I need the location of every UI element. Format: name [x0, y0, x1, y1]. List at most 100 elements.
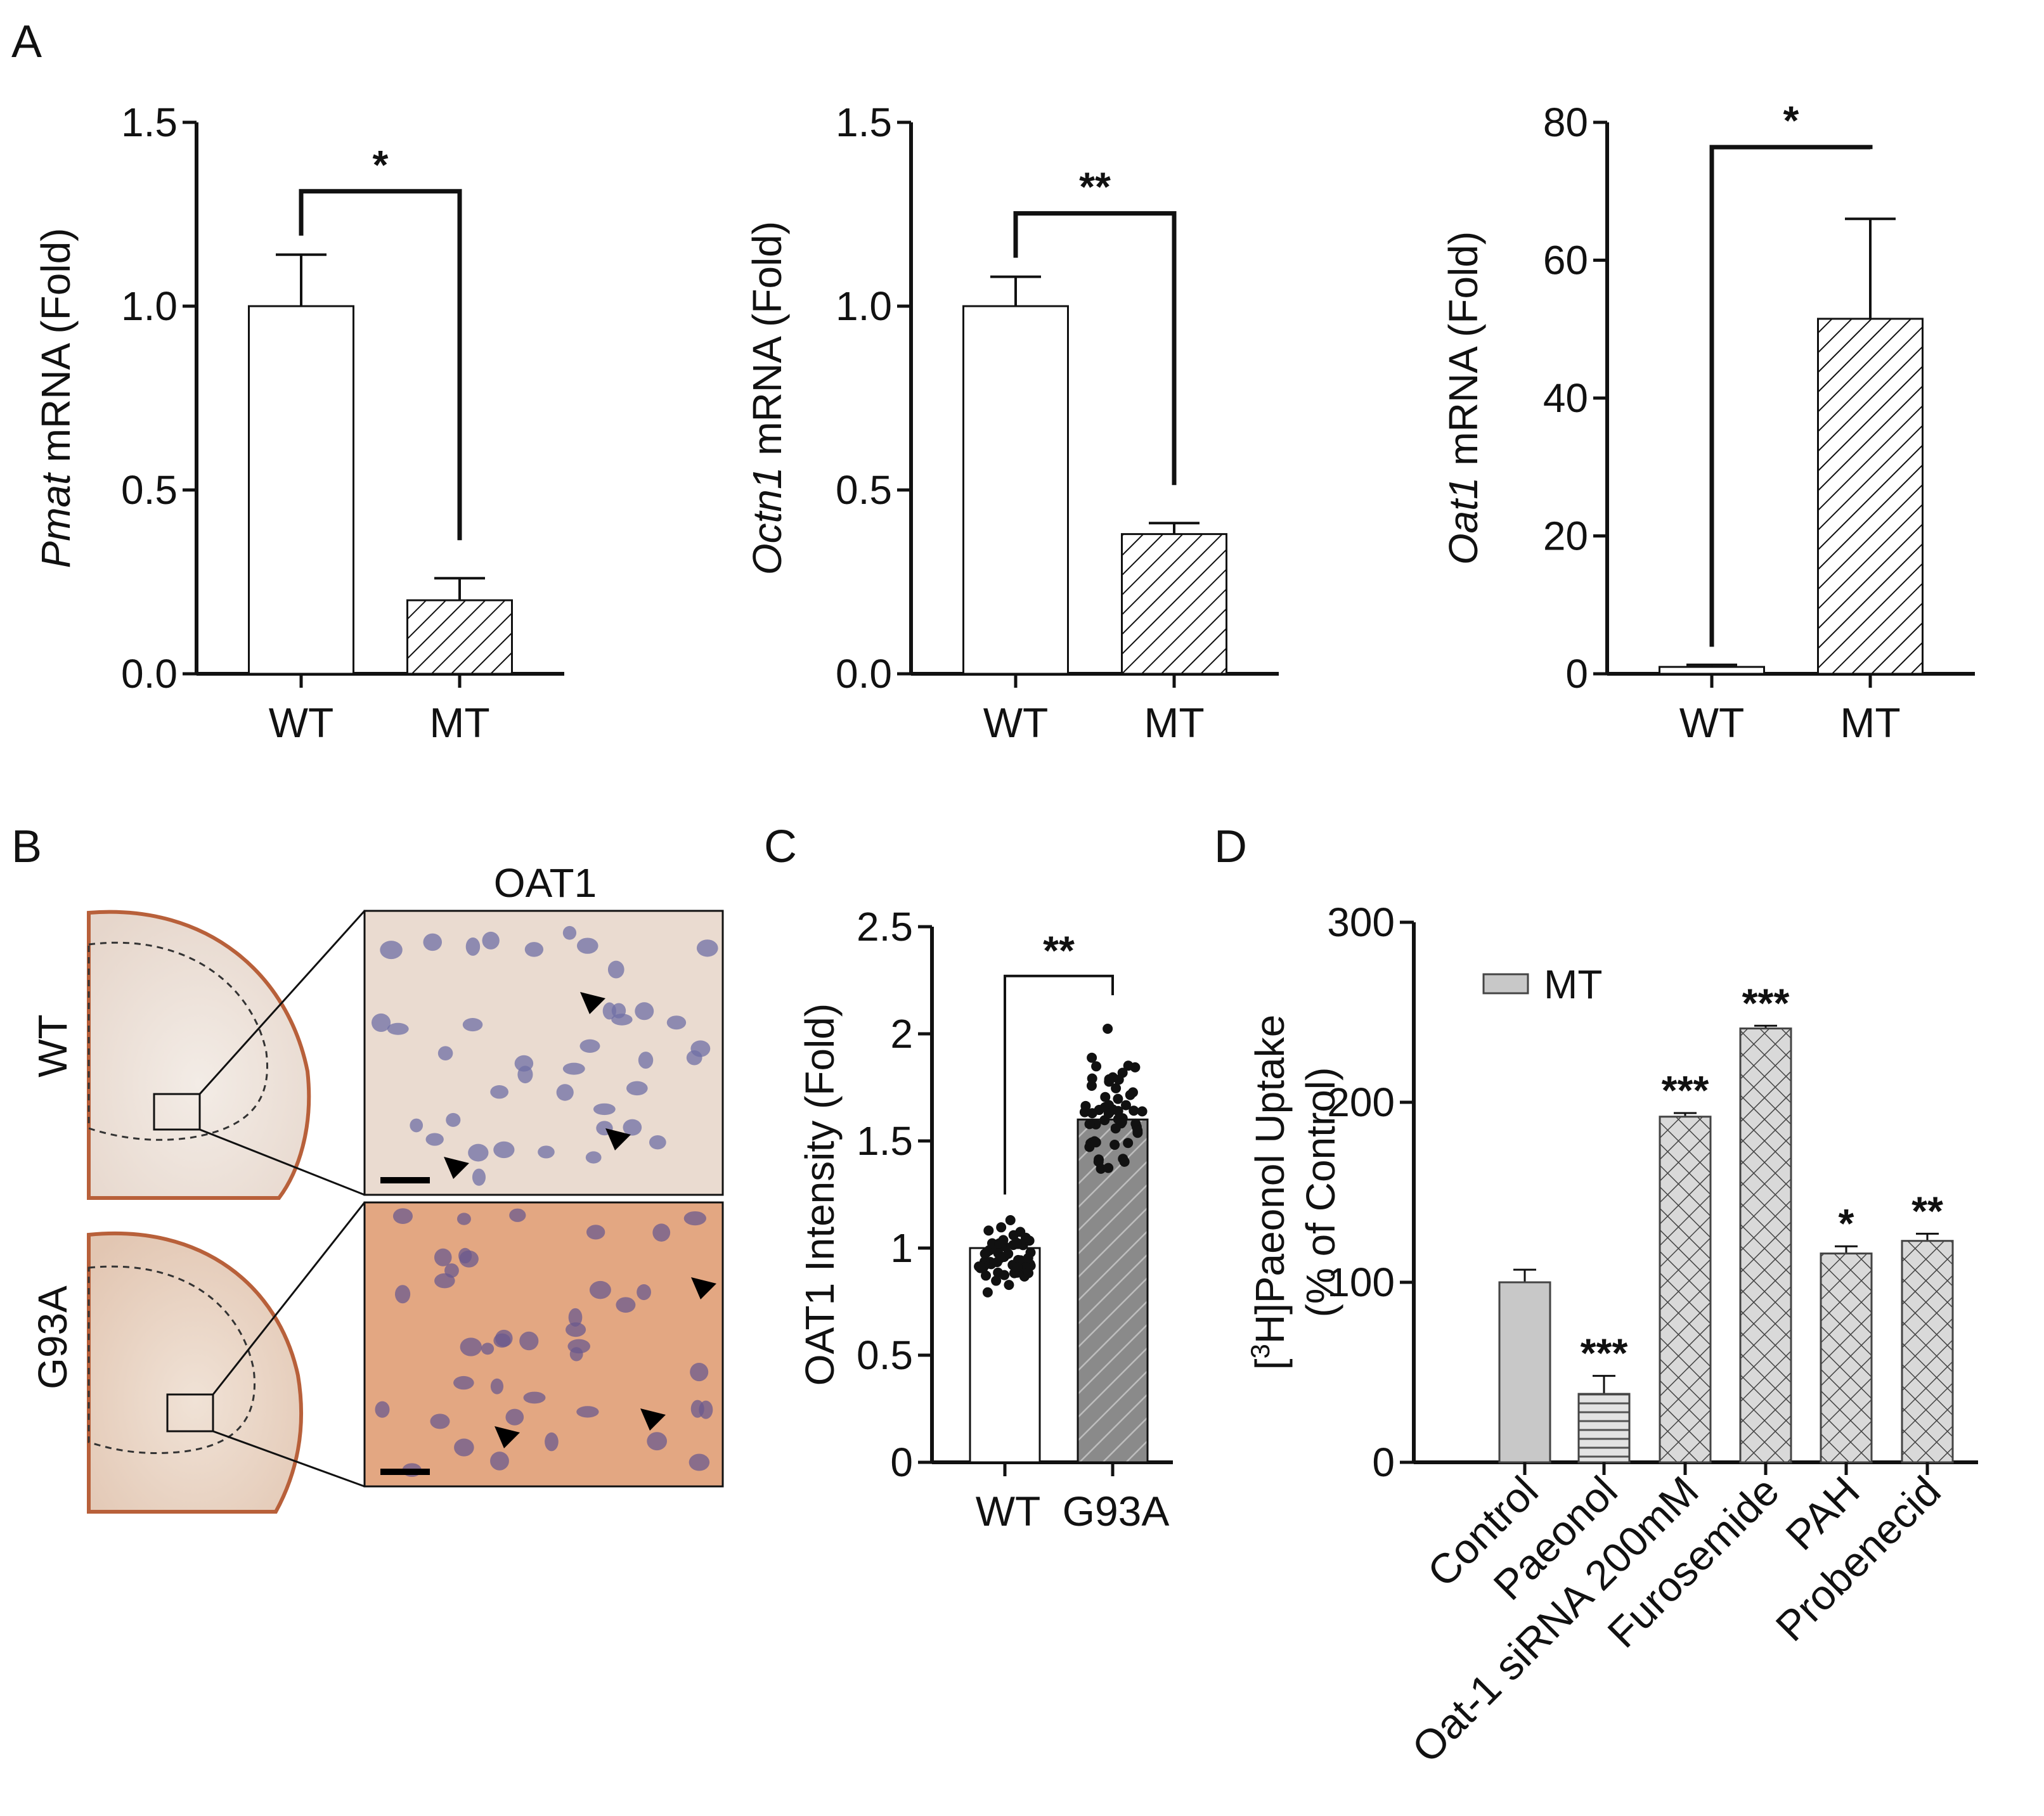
panel-b-title: OAT1	[494, 860, 597, 906]
chart-d-bar-2	[1659, 1116, 1712, 1464]
chart-c: 0 0.5 1 1.5 2 2.5 OAT1 Intensity (Fold) WT G93A *…	[797, 904, 1173, 1535]
chart-c-point-1-33	[1113, 1105, 1123, 1116]
g-cells-cell-36	[444, 1263, 459, 1278]
chart-a2-ytick-label-0: 0.0	[836, 651, 892, 697]
wt-cells-cell-27	[380, 941, 403, 960]
chart-a2-sig-bracket	[1013, 211, 1177, 486]
chart-c-point-0-30	[999, 1270, 1010, 1280]
wt-cells-cell-22	[576, 937, 598, 954]
g-cells-cell-17	[430, 1414, 450, 1429]
chart-a3-ytick-label-4: 80	[1543, 100, 1588, 145]
wt-cells-cell-14	[538, 1145, 555, 1159]
chart-c-point-0-29	[983, 1225, 994, 1236]
wt-cells-arrowhead-1	[605, 1128, 631, 1150]
chart-a2-ytick-label-1: 0.5	[836, 467, 892, 513]
wt-cells-cell-8	[387, 1022, 409, 1035]
g-cells-cell-9	[481, 1343, 495, 1355]
wt-section-image	[87, 910, 366, 1200]
g-cells-cell-13	[375, 1401, 390, 1418]
chart-a1-xlabel-0: WT	[269, 699, 334, 746]
g-cells-cell-39	[490, 1378, 504, 1394]
chart-c-point-0-52	[1012, 1262, 1023, 1273]
chart-d-ytick-label-2: 200	[1327, 1079, 1395, 1125]
g-cells-cell-35	[505, 1408, 524, 1426]
g-cells-arrowhead-0	[691, 1277, 716, 1299]
chart-c-ylabel: OAT1 Intensity (Fold)	[797, 1003, 843, 1386]
chart-c-ytick-label-2: 1	[890, 1225, 913, 1271]
g-cells-cell-11	[568, 1308, 583, 1327]
chart-a2-ylabel: Octn1 mRNA (Fold)	[744, 221, 790, 575]
g-cells-cell-26	[689, 1453, 710, 1471]
wt-cells-cell-15	[593, 1103, 616, 1116]
chart-c-point-0-28	[982, 1287, 993, 1298]
wt-cells-cell-30	[371, 1013, 391, 1032]
g-cells-cell-21	[699, 1400, 713, 1419]
wt-cells-cell-21	[696, 939, 718, 957]
chart-a2-bar-wt	[962, 305, 1069, 675]
chart-d-ylabel-post: H]Paeonol Uptake	[1247, 1015, 1293, 1344]
wt-cells-cell-19	[690, 1040, 711, 1057]
chart-c-bar-wt	[969, 1247, 1041, 1464]
chart-d: 0 100 200 300 [3H]Paeonol Uptake (% of Contro…	[1245, 899, 1978, 1772]
chart-a1-xlabel-1: MT	[429, 699, 489, 746]
chart-c-point-0-45	[1003, 1249, 1014, 1259]
chart-a1-ylabel-gene: Pmat	[33, 472, 79, 569]
wt-cells-cell-16	[607, 960, 624, 979]
chart-a1-ylabel-rest: mRNA (Fold)	[33, 228, 79, 474]
chart-c-point-0-39	[1023, 1253, 1033, 1263]
g-cells-cell-30	[647, 1432, 668, 1451]
chart-d-bar-5	[1901, 1240, 1954, 1464]
g-cells-cell-19	[589, 1280, 611, 1299]
chart-a1: 0.0 0.5 1.0 1.5 Pmat mRNA (Fold) WT MT *	[33, 100, 564, 746]
chart-d-ylabel-sup: 3	[1245, 1344, 1275, 1358]
g-cells-cell-15	[519, 1331, 539, 1351]
chart-a3-xlabel-0: WT	[1679, 699, 1745, 746]
chart-c-point-1-53	[1087, 1052, 1097, 1063]
wt-cells-cell-32	[465, 937, 481, 956]
wt-cells-cell-17	[482, 931, 500, 950]
wt-cells-cell-23	[556, 1084, 574, 1101]
chart-c-point-1-49	[1113, 1074, 1124, 1085]
g-cells-arrowhead-2	[640, 1408, 666, 1431]
chart-c-ytick-label-0: 0	[890, 1439, 913, 1485]
chart-a2-xlabel-1: MT	[1144, 699, 1204, 746]
chart-c-point-1-38	[1109, 1140, 1120, 1150]
wt-zoom-image	[363, 910, 724, 1196]
wt-cells-cell-26	[462, 1018, 483, 1032]
chart-c-point-0-47	[1011, 1237, 1022, 1248]
chart-a3-ytick-label-0: 0	[1565, 651, 1588, 697]
chart-c-point-1-15	[1137, 1106, 1148, 1117]
chart-c-point-0-50	[975, 1263, 986, 1273]
chart-c-point-1-51	[1129, 1105, 1139, 1116]
wt-cells-cell-28	[649, 1135, 666, 1150]
chart-a3-sig-bracket	[1709, 145, 1873, 647]
g93a-zoom-image	[363, 1201, 724, 1488]
g-cells-cell-10	[576, 1406, 599, 1418]
chart-d-sig-1: ***	[1581, 1330, 1628, 1376]
chart-c-point-1-36	[1119, 1156, 1130, 1167]
chart-d-sig-5: **	[1911, 1188, 1943, 1233]
wt-cells-cell-33	[423, 933, 443, 951]
chart-a3-ytick-label-2: 40	[1543, 375, 1588, 421]
wt-cells-cell-9	[626, 1081, 648, 1096]
chart-d-bar-0	[1498, 1281, 1551, 1464]
g-cells-cell-16	[523, 1391, 546, 1404]
g-cells-cell-20	[566, 1322, 586, 1337]
chart-d-ytick-label-0: 0	[1372, 1439, 1395, 1485]
chart-a2-sig-label: **	[1079, 164, 1111, 210]
wt-cells-cell-11	[468, 1143, 489, 1162]
chart-c-point-1-18	[1084, 1119, 1095, 1130]
chart-c-point-0-53	[994, 1238, 1005, 1249]
chart-c-point-1-40	[1132, 1125, 1143, 1136]
wt-cells-cell-38	[638, 1052, 654, 1069]
chart-a2-ytick-label-3: 1.5	[836, 100, 892, 145]
chart-d-sig-2: ***	[1662, 1067, 1709, 1113]
chart-c-point-1-43	[1111, 1083, 1122, 1093]
chart-c-point-1-13	[1079, 1107, 1090, 1117]
g-cells-arrowhead-1	[495, 1426, 520, 1448]
wt-cells-cell-5	[410, 1118, 424, 1133]
chart-c-point-0-42	[996, 1222, 1007, 1233]
chart-d-bar-3	[1739, 1027, 1792, 1464]
g-cells-cell-23	[690, 1363, 709, 1382]
